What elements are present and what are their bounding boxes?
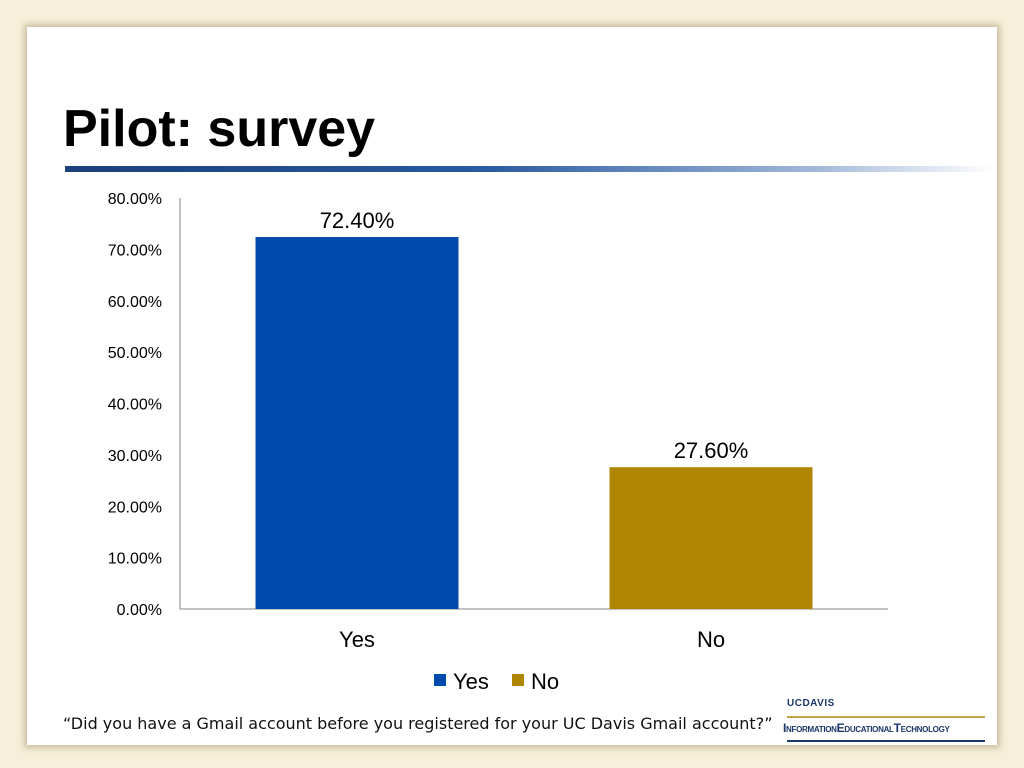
- logo-rule-bottom: [787, 740, 985, 742]
- survey-question: “Did you have a Gmail account before you…: [63, 714, 773, 733]
- title-rule: [65, 166, 995, 172]
- y-tick-label: 70.00%: [108, 242, 162, 259]
- logo-rule-top: [787, 716, 985, 718]
- legend-swatch-no: [512, 674, 524, 686]
- y-tick-label: 20.00%: [108, 499, 162, 516]
- bar-yes: [255, 237, 459, 610]
- y-tick-label: 0.00%: [117, 602, 162, 619]
- bar-no: [609, 467, 813, 609]
- legend-label: No: [531, 669, 559, 694]
- uc-davis-iet-logo: UCDAVIS InformationEducationalTechnology: [779, 698, 989, 744]
- slide: Pilot: survey “Did you have a Gmail acco…: [27, 27, 997, 745]
- y-tick-label: 40.00%: [108, 397, 162, 414]
- x-category-label: No: [697, 627, 725, 652]
- x-category-label: Yes: [339, 627, 375, 652]
- y-tick-label: 80.00%: [108, 191, 162, 208]
- slide-title: Pilot: survey: [63, 100, 376, 158]
- y-tick-label: 60.00%: [108, 294, 162, 311]
- data-label: 72.40%: [320, 208, 395, 233]
- y-tick-label: 10.00%: [108, 551, 162, 568]
- y-tick-label: 50.00%: [108, 345, 162, 362]
- legend-label: Yes: [453, 669, 489, 694]
- y-tick-label: 30.00%: [108, 448, 162, 465]
- logo-top-text: UCDAVIS: [787, 698, 835, 709]
- data-label: 27.60%: [674, 438, 749, 463]
- legend-swatch-yes: [434, 674, 446, 686]
- logo-main-text: InformationEducationalTechnology: [783, 721, 950, 735]
